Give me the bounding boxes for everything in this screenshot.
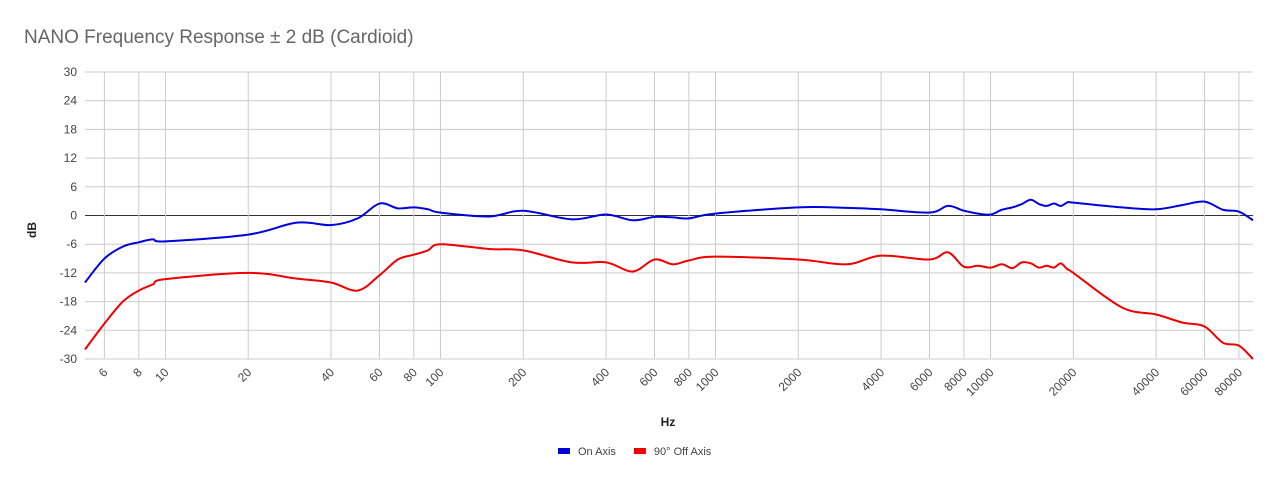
y-tick-label: -24	[60, 323, 78, 337]
legend-label: On Axis	[578, 446, 616, 458]
y-tick-label: -12	[60, 266, 78, 280]
chart-title: NANO Frequency Response ± 2 dB (Cardioid…	[24, 27, 414, 48]
y-tick-label: -18	[60, 295, 78, 309]
x-axis-label: Hz	[661, 415, 676, 429]
legend-swatch	[558, 448, 570, 454]
y-tick-label: -6	[66, 237, 77, 251]
y-tick-label: 6	[70, 180, 77, 194]
y-axis-label: dB	[25, 222, 39, 238]
series-line	[84, 198, 1254, 284]
y-tick-label: 24	[64, 94, 78, 108]
series-line	[84, 243, 1254, 360]
legend-label: 90° Off Axis	[654, 446, 712, 458]
y-tick-label: 12	[64, 151, 78, 165]
y-tick-label: 30	[64, 65, 78, 79]
y-tick-label: -30	[60, 352, 78, 366]
y-tick-label: 0	[70, 209, 77, 223]
y-tick-label: 18	[64, 122, 78, 136]
legend-swatch	[633, 448, 646, 454]
